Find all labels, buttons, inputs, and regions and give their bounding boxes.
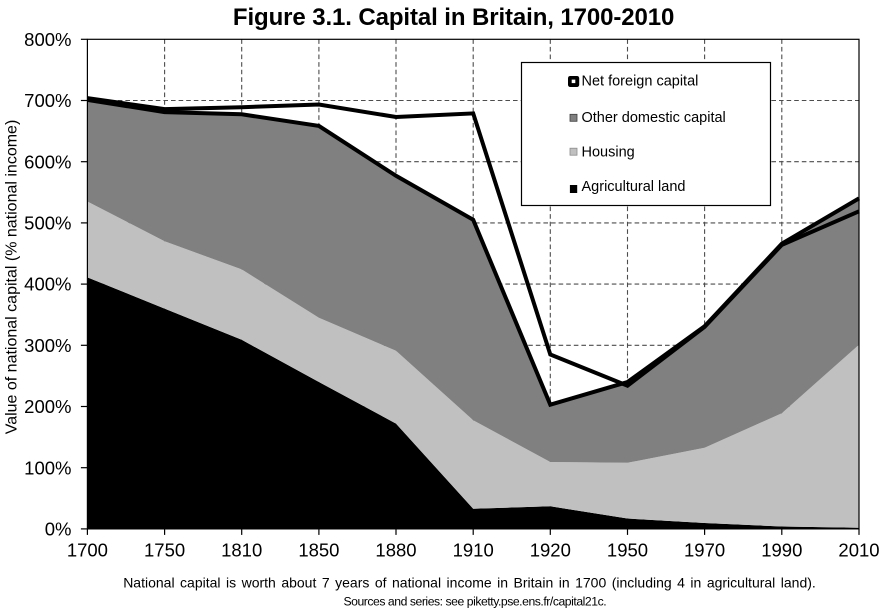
svg-text:1970: 1970: [684, 540, 725, 561]
svg-text:0%: 0%: [45, 519, 72, 540]
svg-text:2010: 2010: [838, 540, 879, 561]
svg-text:1990: 1990: [761, 540, 802, 561]
svg-text:100%: 100%: [24, 457, 71, 478]
svg-text:700%: 700%: [24, 90, 71, 111]
svg-text:Other domestic capital: Other domestic capital: [582, 110, 726, 126]
svg-text:1810: 1810: [221, 540, 262, 561]
svg-text:1950: 1950: [607, 540, 648, 561]
svg-text:1850: 1850: [298, 540, 339, 561]
svg-text:400%: 400%: [24, 274, 71, 295]
svg-text:600%: 600%: [24, 151, 71, 172]
svg-text:Housing: Housing: [582, 144, 635, 160]
svg-text:800%: 800%: [24, 29, 71, 50]
svg-text:300%: 300%: [24, 335, 71, 356]
svg-text:500%: 500%: [24, 213, 71, 234]
svg-text:Net foreign capital: Net foreign capital: [582, 74, 699, 90]
svg-text:Figure 3.1. Capital in Britain: Figure 3.1. Capital in Britain, 1700-201…: [233, 4, 674, 31]
svg-text:1920: 1920: [530, 540, 571, 561]
svg-text:1910: 1910: [453, 540, 494, 561]
svg-text:1750: 1750: [144, 540, 185, 561]
svg-text:200%: 200%: [24, 396, 71, 417]
svg-text:1700: 1700: [67, 540, 108, 561]
svg-text:Value of national capital (% n: Value of national capital (% national in…: [3, 120, 20, 435]
svg-text:Sources and series: see pikett: Sources and series: see piketty.pse.ens.…: [343, 595, 606, 609]
svg-text:National capital is worth abou: National capital is worth about 7 years …: [123, 575, 816, 591]
svg-text:1880: 1880: [375, 540, 416, 561]
svg-text:Agricultural land: Agricultural land: [582, 179, 686, 195]
